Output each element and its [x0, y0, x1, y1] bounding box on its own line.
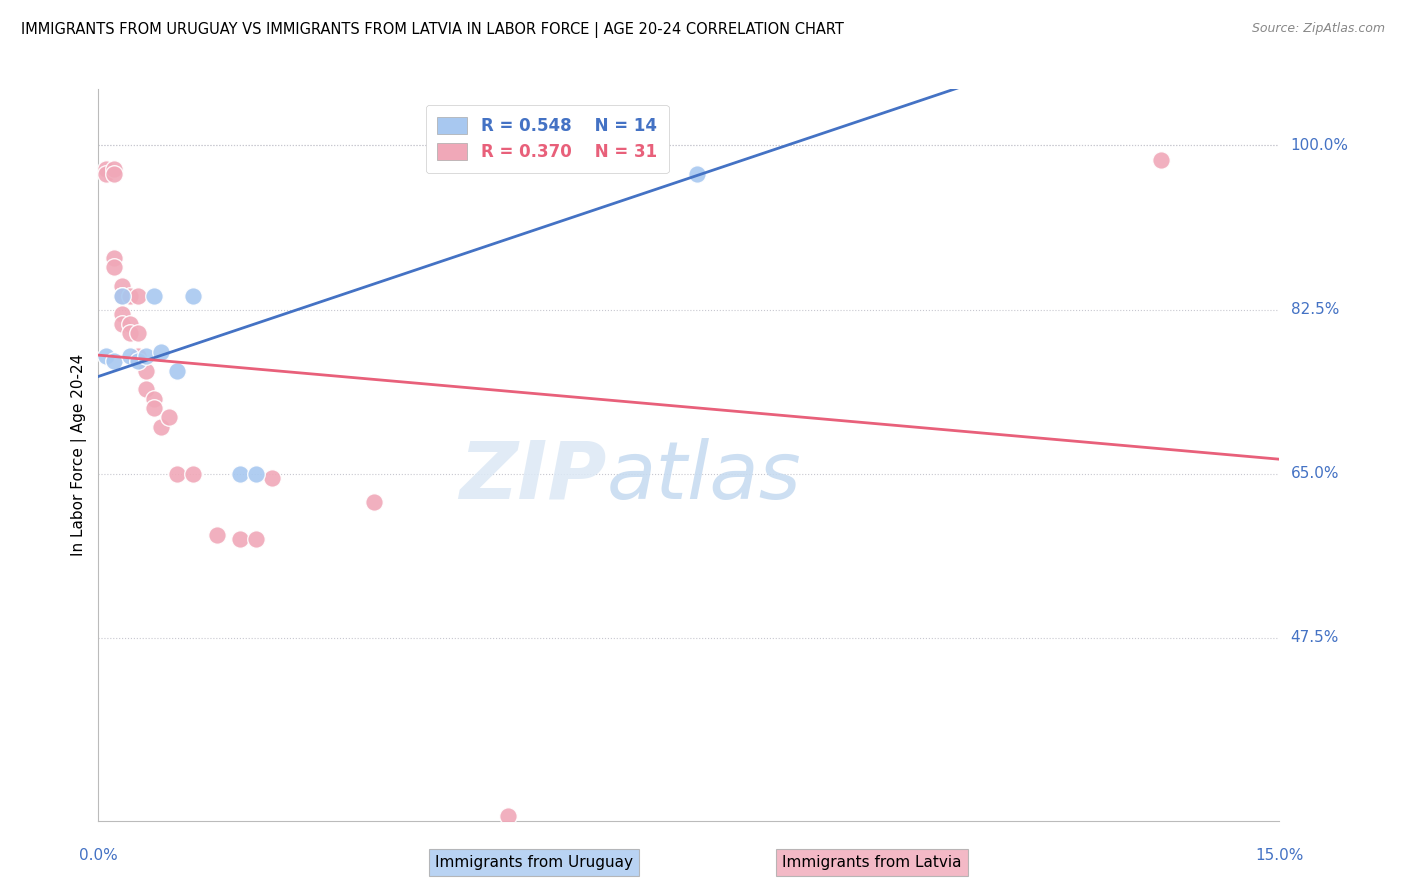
Point — [260, 471, 283, 485]
Point — [127, 326, 149, 340]
Point — [127, 350, 149, 364]
Point — [103, 161, 125, 176]
Point — [103, 260, 125, 275]
Point — [205, 527, 228, 541]
Point — [96, 161, 118, 176]
Text: 0.0%: 0.0% — [79, 848, 118, 863]
Text: Immigrants from Latvia: Immigrants from Latvia — [782, 855, 962, 870]
Point — [166, 467, 188, 481]
Point — [111, 288, 134, 302]
Point — [135, 363, 157, 377]
Point — [127, 288, 149, 302]
Point — [166, 363, 188, 377]
Text: IMMIGRANTS FROM URUGUAY VS IMMIGRANTS FROM LATVIA IN LABOR FORCE | AGE 20-24 COR: IMMIGRANTS FROM URUGUAY VS IMMIGRANTS FR… — [21, 22, 844, 38]
Point — [181, 288, 204, 302]
Point — [103, 354, 125, 368]
Point — [181, 467, 204, 481]
Point — [111, 279, 134, 293]
Point — [150, 419, 173, 434]
Point — [135, 350, 157, 364]
Point — [686, 167, 709, 181]
Point — [229, 467, 252, 481]
Point — [127, 354, 149, 368]
Text: ZIP: ZIP — [458, 438, 606, 516]
Point — [363, 495, 385, 509]
Point — [135, 382, 157, 396]
Point — [118, 288, 141, 302]
Y-axis label: In Labor Force | Age 20-24: In Labor Force | Age 20-24 — [72, 354, 87, 556]
Text: 15.0%: 15.0% — [1256, 848, 1303, 863]
Point — [111, 317, 134, 331]
Text: Source: ZipAtlas.com: Source: ZipAtlas.com — [1251, 22, 1385, 36]
Point — [150, 344, 173, 359]
Text: 47.5%: 47.5% — [1291, 631, 1339, 645]
Point — [96, 167, 118, 181]
Text: Immigrants from Uruguay: Immigrants from Uruguay — [436, 855, 633, 870]
Point — [245, 533, 267, 547]
Text: 100.0%: 100.0% — [1291, 138, 1348, 153]
Text: 82.5%: 82.5% — [1291, 302, 1339, 317]
Point — [142, 401, 165, 415]
Point — [229, 533, 252, 547]
Point — [118, 317, 141, 331]
Point — [118, 350, 141, 364]
Text: atlas: atlas — [606, 438, 801, 516]
Point — [496, 809, 519, 823]
Point — [142, 392, 165, 406]
Point — [157, 410, 180, 425]
Point — [496, 150, 519, 164]
Point — [245, 467, 267, 481]
Point — [103, 251, 125, 265]
Point — [111, 307, 134, 321]
Point — [103, 167, 125, 181]
Point — [1150, 153, 1173, 167]
Point — [111, 288, 134, 302]
Legend: R = 0.548    N = 14, R = 0.370    N = 31: R = 0.548 N = 14, R = 0.370 N = 31 — [426, 105, 669, 173]
Point — [118, 326, 141, 340]
Point — [142, 288, 165, 302]
Point — [96, 350, 118, 364]
Text: 65.0%: 65.0% — [1291, 467, 1339, 481]
